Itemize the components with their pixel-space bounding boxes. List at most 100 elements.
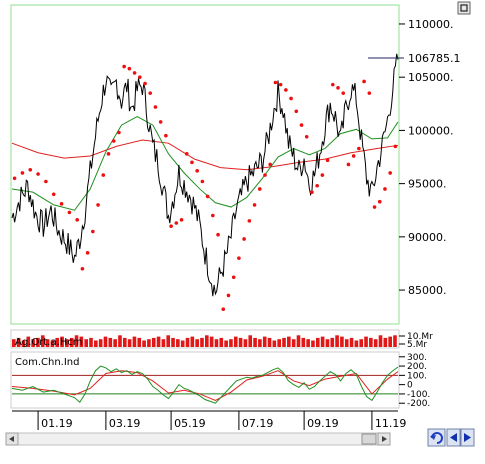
sar-dot	[336, 86, 340, 90]
volume-bar	[26, 336, 31, 347]
volume-bar	[219, 337, 224, 347]
volume-bar	[344, 339, 349, 347]
volume-bar	[233, 336, 238, 347]
volume-bar	[359, 339, 364, 347]
volume-bar	[113, 339, 117, 347]
volume-bar	[137, 337, 142, 347]
refresh-icon	[431, 432, 443, 444]
volume-bar	[50, 340, 55, 347]
volume-bar	[214, 339, 219, 347]
volume-bar	[238, 337, 243, 347]
volume-bar	[176, 339, 180, 347]
cci-y-tick-label: -100.	[407, 390, 430, 400]
volume-bar	[74, 335, 79, 347]
price-panel	[10, 4, 400, 325]
volume-bar	[335, 335, 339, 347]
volume-bar	[98, 339, 103, 347]
sar-dot	[231, 275, 236, 280]
sar-dot	[174, 221, 179, 225]
volume-bar	[55, 337, 60, 347]
sar-dot	[137, 75, 142, 79]
sar-dot	[346, 162, 351, 167]
sar-dot	[367, 91, 372, 95]
sar-dot	[96, 203, 100, 207]
x-tick-label: 07.19	[242, 417, 273, 430]
volume-bar	[378, 335, 383, 347]
price-y-tick-label: 105000.	[408, 71, 454, 84]
cci-line	[11, 365, 399, 404]
scroll-thumb[interactable]	[361, 433, 377, 445]
volume-bar	[40, 335, 45, 347]
volume-bar	[364, 336, 368, 347]
sar-dot	[304, 134, 309, 139]
scroll-right-arrow-icon	[382, 436, 387, 442]
volume-bar	[36, 337, 40, 347]
maximize-icon	[460, 4, 468, 12]
sar-dot	[164, 133, 168, 138]
volume-bar	[147, 339, 151, 347]
sar-dot	[143, 81, 147, 86]
sma-long-line	[11, 139, 399, 171]
volume-bar	[171, 337, 175, 347]
volume-bar	[84, 339, 88, 347]
panel-maximize-button[interactable]	[457, 1, 471, 15]
sar-dot	[284, 88, 288, 92]
sar-dot	[310, 190, 314, 194]
cci-y-tick-label: -200.	[407, 399, 430, 409]
volume-bar	[262, 336, 267, 347]
sar-dot	[51, 192, 56, 197]
volume-bar	[127, 339, 132, 347]
sar-dot	[351, 154, 356, 158]
next-button[interactable]	[460, 428, 475, 447]
sar-dot	[299, 123, 304, 127]
sma-short-line	[11, 116, 399, 211]
volume-bar	[330, 337, 335, 347]
sar-dot	[315, 183, 319, 188]
sar-dot	[263, 173, 267, 177]
sar-dot	[221, 307, 226, 312]
sar-dot	[106, 152, 111, 156]
sar-dot	[257, 187, 262, 191]
cci-panel-label: Com.Chn.Ind	[15, 357, 80, 368]
sar-dot	[169, 224, 173, 229]
volume-bar	[89, 337, 93, 347]
sar-dot	[200, 179, 205, 184]
volume-bar	[185, 337, 190, 347]
volume-bar	[151, 337, 156, 347]
volume-bar	[383, 337, 388, 347]
sar-dot	[44, 179, 48, 184]
volume-bar	[267, 337, 272, 347]
sar-dot	[247, 219, 252, 223]
prev-button[interactable]	[446, 428, 461, 447]
sar-dot	[377, 199, 382, 204]
cci-y-tick-label: 200.	[407, 362, 427, 372]
volume-bar	[31, 339, 35, 347]
sar-dot	[122, 64, 126, 69]
sar-dot	[85, 251, 90, 255]
price-plot	[11, 53, 399, 312]
sar-dot	[273, 80, 278, 85]
sar-dot	[132, 71, 137, 75]
sar-dot	[211, 213, 215, 218]
volume-bar	[229, 339, 233, 347]
sar-dot	[205, 194, 210, 199]
volume-bar	[373, 339, 378, 347]
x-tick-label: 05.19	[174, 417, 206, 430]
volume-bar	[277, 339, 281, 347]
refresh-button[interactable]	[427, 428, 446, 447]
volume-bar	[65, 339, 69, 347]
sar-dot	[153, 105, 158, 109]
volume-y-tick-label: 10.Mr	[407, 332, 433, 342]
horizontal-scrollbar[interactable]	[5, 432, 391, 446]
x-tick-label: 09.19	[307, 417, 339, 430]
volume-bar	[190, 336, 195, 347]
sar-dot	[294, 109, 299, 114]
volume-bar	[108, 337, 113, 347]
sar-dot	[28, 167, 33, 172]
x-axis: 01.19 03.19 05.19 07.19 09.19 11.19	[12, 410, 406, 430]
volume-bar	[315, 337, 320, 347]
sar-dot	[372, 205, 377, 209]
volume-bar	[200, 337, 204, 347]
cci-y-tick-label: 300.	[407, 353, 427, 363]
sar-dot	[148, 91, 153, 95]
